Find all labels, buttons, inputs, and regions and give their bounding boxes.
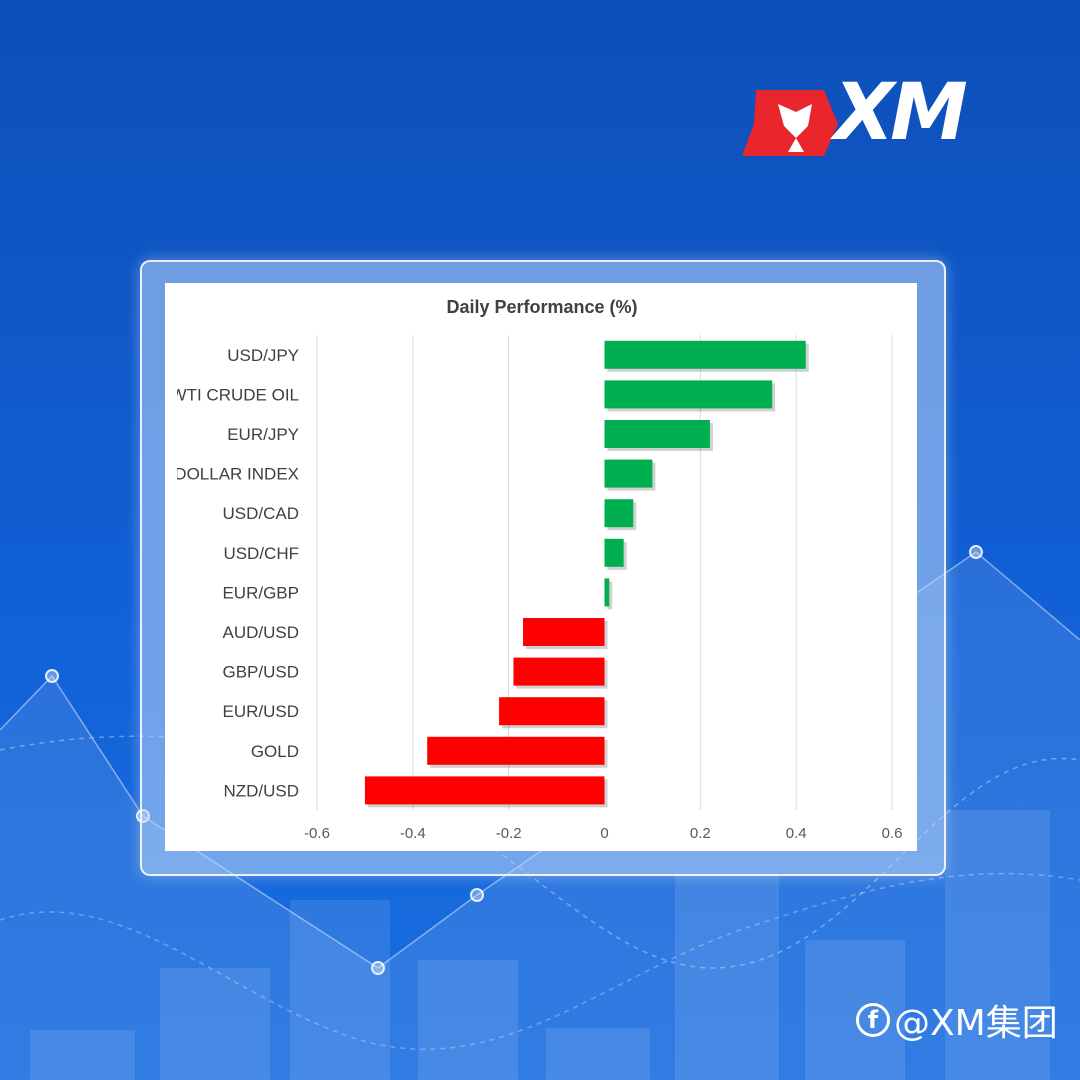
bar	[604, 420, 710, 448]
bar	[604, 459, 653, 488]
xm-logo	[738, 86, 994, 162]
chart-card: Daily Performance (%) -0.6 -0.4 -0.2 0 0.2 0.…	[165, 283, 917, 851]
category-label: EUR/USD	[222, 702, 299, 721]
bar	[499, 697, 605, 726]
bar-chart: Daily Performance (%) -0.6 -0.4 -0.2 0 0.2 0.…	[165, 297, 903, 842]
x-tick-label: -0.2	[496, 825, 522, 842]
bar	[364, 776, 605, 805]
bar	[604, 538, 624, 567]
bar	[523, 618, 605, 646]
bar	[427, 736, 605, 765]
chart-title: Daily Performance (%)	[446, 297, 637, 317]
x-tick-label: 0.6	[882, 825, 903, 842]
x-tick-label: -0.6	[304, 825, 330, 842]
x-tick-label: 0	[600, 825, 608, 842]
social-handle: f @XM集团	[856, 998, 1058, 1044]
x-tick-label: -0.4	[400, 825, 426, 842]
category-label: USD/CAD	[222, 504, 299, 523]
facebook-icon: f	[856, 1003, 890, 1037]
bar	[604, 340, 806, 369]
category-label: GBP/USD	[222, 663, 299, 682]
x-tick-label: 0.2	[690, 825, 711, 842]
category-label: USD/JPY	[227, 346, 299, 365]
category-label: DOLLAR INDEX	[174, 465, 299, 484]
bar	[604, 380, 773, 409]
category-label: NZD/USD	[223, 781, 299, 800]
bar-shadow	[607, 581, 613, 610]
category-label: GOLD	[251, 742, 299, 761]
category-label: AUD/USD	[222, 623, 299, 642]
bar	[604, 499, 634, 528]
category-label: EUR/GBP	[222, 583, 299, 602]
bar	[513, 657, 605, 686]
category-label: USD/CHF	[223, 544, 299, 563]
category-label: EUR/JPY	[227, 425, 299, 444]
bull-logo-icon	[742, 90, 838, 156]
brand-handle: @XM集团	[894, 1003, 1058, 1044]
bar	[604, 578, 610, 607]
label-clip-mask	[165, 335, 177, 811]
category-label: WTI CRUDE OIL	[171, 385, 299, 404]
logo-text: XM	[834, 68, 968, 158]
x-tick-label: 0.4	[786, 825, 807, 842]
